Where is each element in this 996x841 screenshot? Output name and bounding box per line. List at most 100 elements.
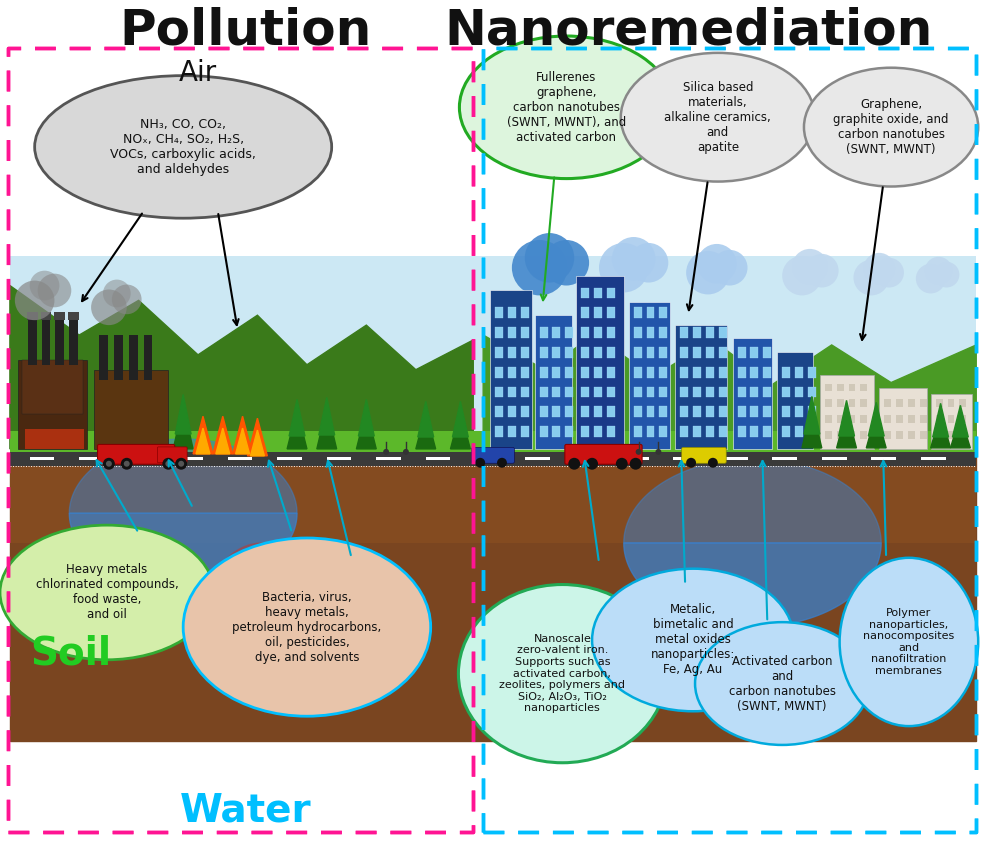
FancyBboxPatch shape [565, 444, 642, 464]
Bar [25, 429, 84, 449]
Bar [659, 307, 667, 318]
Bar [820, 374, 874, 449]
Bar [633, 367, 641, 378]
Bar [376, 457, 401, 460]
Circle shape [103, 279, 130, 307]
Polygon shape [216, 428, 230, 454]
Circle shape [686, 251, 730, 294]
Bar [763, 347, 771, 357]
Circle shape [165, 461, 171, 467]
Bar [508, 426, 516, 437]
Bar [825, 431, 832, 439]
Bar [540, 367, 548, 378]
Bar [646, 307, 654, 318]
Bar [594, 406, 602, 417]
Bar [947, 431, 954, 439]
Bar [861, 399, 868, 407]
Circle shape [178, 461, 184, 467]
Bar [566, 426, 574, 437]
Bar [566, 406, 574, 417]
Bar [763, 367, 771, 378]
Bar [594, 347, 602, 357]
Polygon shape [417, 401, 433, 437]
Bar [540, 426, 548, 437]
Bar [582, 288, 589, 299]
Bar [633, 426, 641, 437]
Bar [495, 406, 503, 417]
Text: Air: Air [179, 59, 217, 87]
Bar [425, 457, 450, 460]
Bar [719, 406, 727, 417]
Bar [675, 325, 727, 449]
Bar [646, 367, 654, 378]
Ellipse shape [804, 68, 978, 187]
Bar [495, 426, 503, 437]
Bar [41, 312, 52, 320]
Bar [659, 367, 667, 378]
Bar [723, 457, 748, 460]
Polygon shape [10, 456, 976, 741]
FancyBboxPatch shape [472, 447, 514, 463]
Bar [782, 387, 790, 398]
Bar [808, 406, 816, 417]
Bar [607, 288, 615, 299]
Polygon shape [952, 405, 968, 437]
Circle shape [805, 254, 839, 288]
Bar [18, 360, 87, 449]
Polygon shape [837, 410, 857, 448]
Circle shape [616, 458, 627, 469]
Bar [673, 457, 698, 460]
Circle shape [403, 449, 409, 455]
Text: Water: Water [179, 791, 312, 829]
Bar [738, 426, 746, 437]
Ellipse shape [840, 558, 978, 726]
Bar [849, 415, 856, 423]
Bar [782, 426, 790, 437]
Bar [582, 367, 589, 378]
Text: Bacteria, virus,
heavy metals,
petroleum hydrocarbons,
oil, pesticides,
dye, and: Bacteria, virus, heavy metals, petroleum… [232, 590, 381, 664]
Bar [719, 327, 727, 338]
Circle shape [874, 258, 904, 288]
Bar [646, 426, 654, 437]
Bar [849, 399, 856, 407]
Bar [521, 307, 529, 318]
Bar [633, 327, 641, 338]
Bar [521, 387, 529, 398]
Bar [607, 307, 615, 318]
Polygon shape [287, 410, 307, 449]
Circle shape [475, 458, 485, 468]
Bar [659, 426, 667, 437]
Bar [143, 335, 152, 379]
Text: Nanoremediation: Nanoremediation [444, 6, 932, 54]
Bar [680, 367, 688, 378]
Bar [521, 347, 529, 357]
Polygon shape [10, 286, 473, 449]
Polygon shape [357, 410, 376, 449]
Polygon shape [930, 413, 950, 448]
Bar [646, 406, 654, 417]
Bar [69, 312, 80, 320]
Bar [808, 367, 816, 378]
Bar [178, 457, 203, 460]
Bar [680, 426, 688, 437]
Circle shape [612, 237, 655, 281]
Text: Heavy metals
chlorinated compounds,
food waste,
and oil: Heavy metals chlorinated compounds, food… [36, 563, 178, 621]
Polygon shape [623, 459, 881, 543]
Bar [879, 388, 926, 449]
Circle shape [30, 271, 60, 300]
Bar [782, 406, 790, 417]
FancyBboxPatch shape [157, 447, 187, 463]
Bar [535, 315, 573, 449]
Bar [719, 367, 727, 378]
Circle shape [628, 243, 668, 283]
Text: NH₃, CO, CO₂,
NOₓ, CH₄, SO₂, H₂S,
VOCs, carboxylic acids,
and aldehydes: NH₃, CO, CO₂, NOₓ, CH₄, SO₂, H₂S, VOCs, … [111, 118, 256, 176]
Bar [607, 387, 615, 398]
Ellipse shape [695, 622, 870, 745]
Circle shape [854, 260, 889, 295]
Bar [808, 426, 816, 437]
Bar [80, 457, 104, 460]
Bar [849, 431, 856, 439]
Bar [763, 426, 771, 437]
Bar [594, 307, 602, 318]
Bar [947, 399, 954, 407]
